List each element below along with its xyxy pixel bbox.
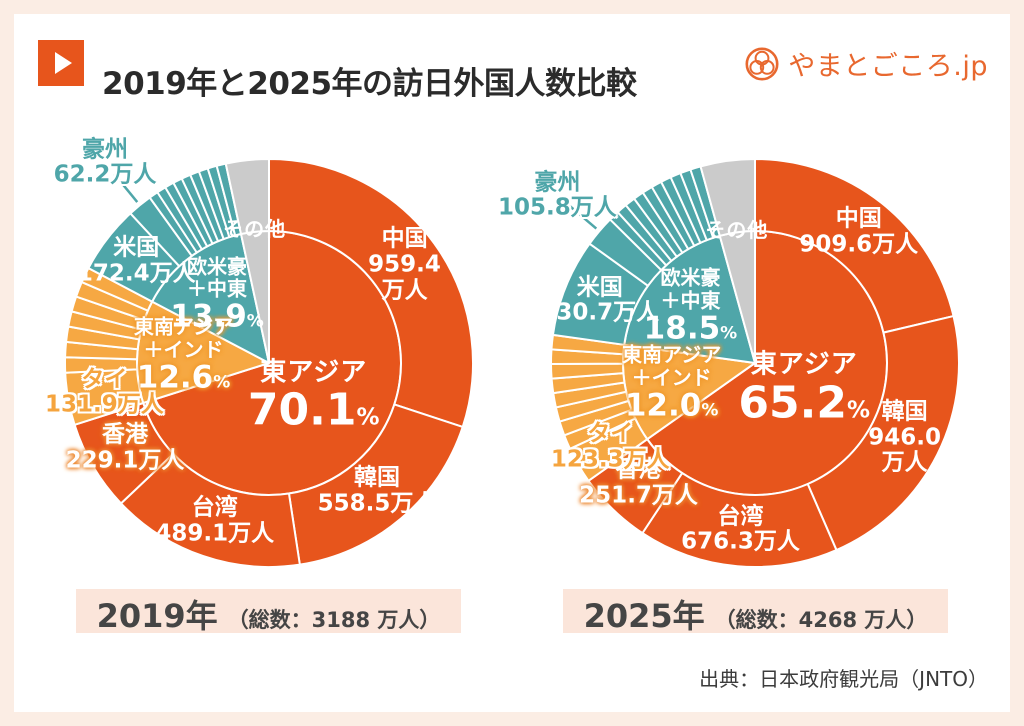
ring-others [224,158,270,235]
total-label: （総数：4268 万人） [714,608,928,632]
page-title: 2019年と2025年の訪日外国人数比較 [102,65,637,102]
sunburst-svg [549,158,961,568]
total-label: （総数：3188 万人） [227,608,441,632]
ring-korea [806,315,961,552]
brand-logo: やまとごころ.jp [744,44,988,83]
ring-china [268,158,474,428]
ring-china [754,158,955,334]
year-caption-2019: 2019年 （総数：3188 万人） [76,589,461,635]
ring-taiwan [120,452,301,568]
sunburst-svg [64,158,474,568]
ring-others [699,158,756,237]
yamatogokoro-logo-icon [745,47,779,80]
ring-korea [287,403,464,566]
source-credit: 出典：日本政府観光局（JNTO） [699,667,988,691]
pie-chart-2019: 中国 959.4万人 韓国 558.5万人 台湾 489.1万人 香港 229.1万人 東アジア… [39,133,499,593]
leader-line [568,204,598,230]
year-caption-2025: 2025年 （総数：4268 万人） [563,589,948,635]
year-label: 2025年 [583,597,705,635]
play-triangle-icon [55,52,72,74]
brand-name: やまとごころ.jp [788,51,988,82]
year-label: 2019年 [96,597,218,635]
play-icon [38,40,84,86]
pie-chart-2025: 中国 909.6万人 韓国 946.0万人 台湾 676.3万人 香港 251.7万人 東アジア… [498,133,985,593]
ring-taiwan [641,472,838,568]
leader-line [113,173,139,203]
